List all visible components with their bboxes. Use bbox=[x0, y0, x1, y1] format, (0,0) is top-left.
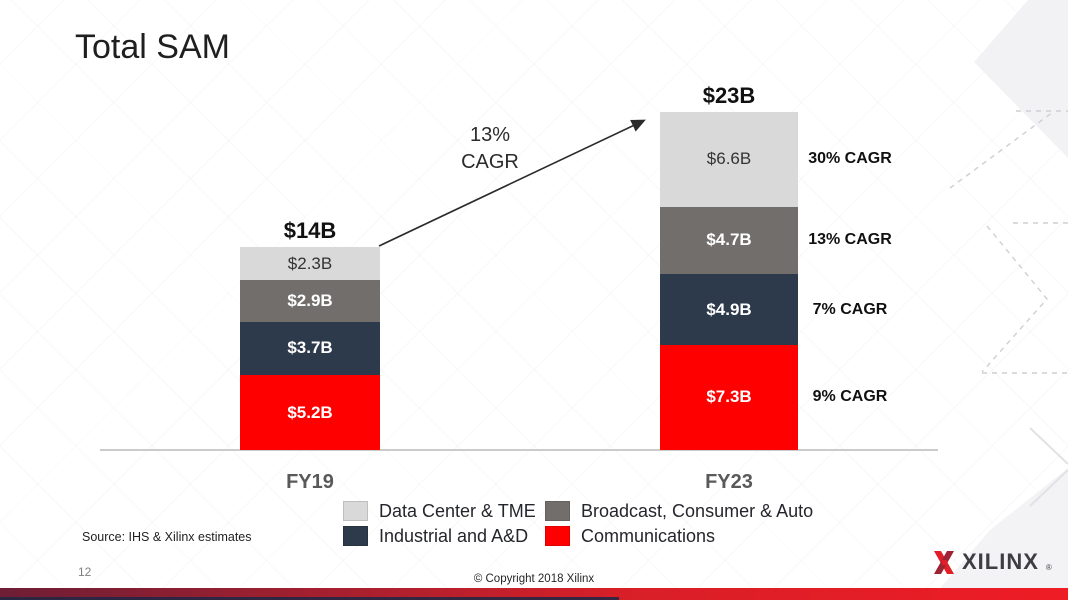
growth-cagr-label: 13% CAGR bbox=[429, 122, 551, 176]
bar-segment-broadcast-consumer-auto: $4.7B bbox=[660, 206, 798, 275]
growth-cagr-line1: 13% bbox=[469, 124, 511, 146]
stacked-bar-fy19: $2.3B $2.9B $3.7B $5.2B bbox=[240, 246, 380, 450]
legend-label: Communications bbox=[581, 526, 716, 546]
legend-label: Industrial and A&D bbox=[379, 526, 529, 546]
bar-segment-industrial-and-a-d: $3.7B bbox=[240, 321, 380, 376]
cagr-annotation-communications: 9% CAGR bbox=[812, 388, 888, 406]
bar-segment-data-center-tme: $6.6B bbox=[660, 111, 798, 207]
segment-value-label: $6.6B bbox=[706, 149, 752, 169]
cagr-annotation-data-center-tme: 30% CAGR bbox=[808, 150, 892, 168]
bar-segment-broadcast-consumer-auto: $2.9B bbox=[240, 280, 380, 322]
legend-swatch bbox=[545, 501, 570, 521]
bar-segment-communications: $7.3B bbox=[660, 344, 798, 450]
copyright-text: © Copyright 2018 Xilinx bbox=[473, 573, 595, 585]
segment-value-label: $4.9B bbox=[706, 299, 752, 319]
registered-mark: ® bbox=[1045, 563, 1052, 572]
legend-swatch bbox=[343, 501, 368, 521]
segment-value-label: $2.3B bbox=[287, 253, 333, 273]
bar-segment-industrial-and-a-d: $4.9B bbox=[660, 274, 798, 345]
legend-label: Broadcast, Consumer & Auto bbox=[581, 501, 814, 521]
legend-swatch bbox=[545, 526, 570, 546]
stacked-bar-fy23: $6.6B $4.7B $4.9B $7.3B bbox=[660, 111, 798, 450]
source-note: Source: IHS & Xilinx estimates bbox=[82, 530, 252, 544]
bar-total-label: $14B bbox=[283, 217, 337, 243]
bottom-accent-bar bbox=[0, 588, 1068, 600]
x-axis-baseline bbox=[100, 449, 938, 451]
bar-segment-data-center-tme: $2.3B bbox=[240, 246, 380, 281]
corner-shade-top-right bbox=[974, 0, 1068, 158]
growth-cagr-line2: CAGR bbox=[461, 151, 519, 173]
legend-item-communications: Communications bbox=[545, 526, 813, 551]
xilinx-logo-icon bbox=[934, 550, 954, 574]
xilinx-logo: XILINX ® bbox=[933, 549, 1052, 575]
cagr-annotation-broadcast-consumer-auto: 13% CAGR bbox=[808, 231, 892, 249]
segment-value-label: $5.2B bbox=[287, 402, 333, 422]
page-title: Total SAM bbox=[75, 28, 230, 66]
bar-segment-communications: $5.2B bbox=[240, 375, 380, 450]
legend-item-industrial-and-a-d: Industrial and A&D bbox=[343, 526, 545, 551]
bar-total-label: $23B bbox=[702, 82, 756, 108]
segment-value-label: $4.7B bbox=[706, 230, 752, 250]
x-axis-label-fy19: FY19 bbox=[286, 471, 334, 493]
cagr-annotation-industrial-and-a-d: 7% CAGR bbox=[812, 300, 888, 318]
legend-item-broadcast-consumer-auto: Broadcast, Consumer & Auto bbox=[545, 501, 813, 526]
legend-label: Data Center & TME bbox=[379, 501, 536, 521]
dashed-chevron-lines bbox=[949, 110, 1068, 374]
page-number: 12 bbox=[78, 565, 92, 579]
legend-item-data-center-tme: Data Center & TME bbox=[343, 501, 545, 526]
light-chevron-lines bbox=[1029, 427, 1068, 507]
bottom-navy-sliver bbox=[0, 597, 620, 600]
chart-legend: Data Center & TME Broadcast, Consumer & A… bbox=[343, 501, 813, 551]
legend-swatch bbox=[343, 526, 368, 546]
x-axis-label-fy23: FY23 bbox=[705, 471, 753, 493]
xilinx-logo-text: XILINX bbox=[962, 549, 1039, 574]
segment-value-label: $7.3B bbox=[706, 387, 752, 407]
segment-value-label: $2.9B bbox=[287, 290, 333, 310]
segment-value-label: $3.7B bbox=[287, 338, 333, 358]
